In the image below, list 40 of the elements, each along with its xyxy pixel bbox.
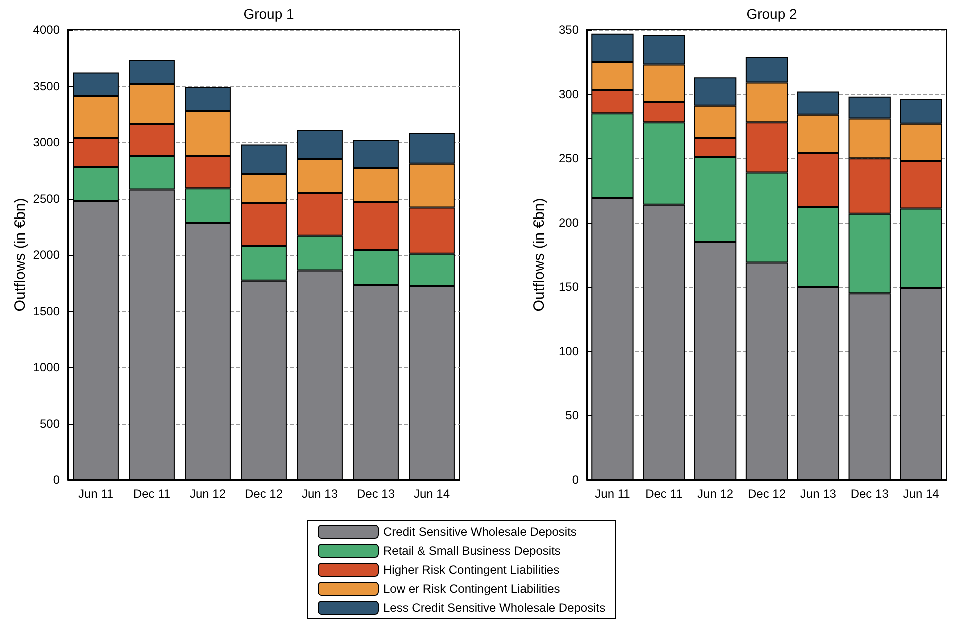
y-tick-label: 2500 [33, 192, 60, 206]
y-tick-label: 1000 [33, 360, 60, 374]
y-tick-label: 500 [40, 416, 60, 431]
y-axis-title: Outflows (in €bn) [12, 198, 29, 312]
x-tick-label: Dec 11 [646, 487, 684, 501]
y-tick-label: 1500 [33, 304, 60, 318]
y-tick-label: 50 [566, 408, 580, 423]
x-tick-label: Dec 13 [356, 487, 396, 501]
y-axis-title: Outflows (in €bn) [531, 198, 548, 312]
x-tick-label: Dec 11 [133, 487, 171, 501]
y-tick-label: 100 [558, 344, 580, 358]
x-tick-label: Jun 14 [903, 487, 940, 501]
legend-label: Retail & Small Business Deposits [384, 544, 561, 558]
y-tick-label: 4000 [33, 23, 60, 37]
x-tick-label: Dec 12 [748, 487, 786, 501]
x-tick-label: Jun 13 [800, 487, 837, 501]
legend-label: Higher Risk Contingent Liabilities [384, 563, 560, 577]
x-tick-label: Jun 14 [414, 487, 450, 501]
y-tick-label: 2000 [33, 248, 60, 262]
y-tick-label: 3500 [33, 79, 60, 94]
y-tick-label: 250 [558, 152, 580, 166]
x-tick-label: Jun 12 [698, 487, 734, 501]
y-tick-label: 0 [572, 473, 580, 487]
x-tick-label: Jun 11 [78, 487, 114, 501]
y-tick-label: 150 [558, 280, 580, 294]
legend-label: Low er Risk Contingent Liabilities [384, 582, 560, 596]
chart-title: Group 1 [244, 6, 295, 22]
chart-title: Group 2 [746, 6, 798, 22]
x-tick-label: Jun 12 [190, 487, 226, 501]
y-tick-label: 350 [558, 23, 580, 37]
y-tick-label: 300 [558, 87, 580, 102]
x-tick-label: Dec 13 [850, 487, 890, 501]
y-tick-label: 3000 [33, 136, 60, 150]
y-tick-label: 200 [558, 216, 580, 230]
legend-label: Credit Sensitive Wholesale Deposits [384, 525, 577, 539]
x-tick-label: Dec 12 [244, 487, 284, 501]
legend-label: Less Credit Sensitive Wholesale Deposits [384, 601, 606, 615]
x-tick-label: Jun 13 [302, 487, 338, 501]
x-tick-label: Jun 11 [595, 487, 631, 501]
y-tick-label: 0 [53, 473, 60, 487]
